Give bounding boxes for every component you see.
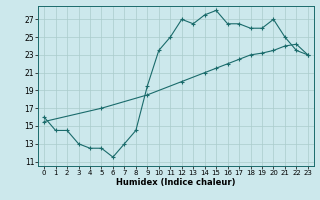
- X-axis label: Humidex (Indice chaleur): Humidex (Indice chaleur): [116, 178, 236, 187]
